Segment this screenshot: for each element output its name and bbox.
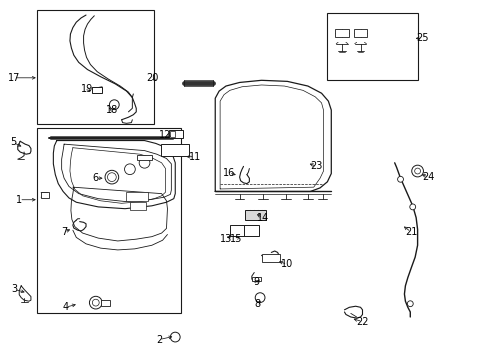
Ellipse shape (139, 157, 150, 168)
Bar (37, 128, 181, 313)
Bar (160, 144, 188, 156)
Text: 5: 5 (10, 138, 16, 147)
Bar (244, 225, 259, 235)
Bar (130, 202, 145, 211)
Text: 1: 1 (16, 195, 22, 205)
Bar (137, 155, 152, 160)
Text: 20: 20 (146, 73, 159, 83)
Text: 10: 10 (281, 259, 293, 269)
Bar (252, 277, 261, 281)
Bar (168, 130, 182, 138)
Ellipse shape (414, 168, 420, 174)
Ellipse shape (411, 165, 423, 177)
Text: 18: 18 (105, 105, 118, 115)
Text: 2: 2 (156, 334, 162, 345)
Text: 7: 7 (61, 227, 67, 237)
Text: 25: 25 (415, 33, 428, 43)
Text: 15: 15 (229, 234, 242, 244)
Text: 19: 19 (81, 84, 93, 94)
Ellipse shape (170, 332, 180, 342)
Ellipse shape (89, 296, 102, 309)
Ellipse shape (109, 100, 119, 109)
Bar (92, 87, 102, 93)
Ellipse shape (92, 299, 99, 306)
Bar (170, 131, 175, 136)
Ellipse shape (107, 173, 116, 181)
Text: 22: 22 (356, 317, 368, 327)
Text: 3: 3 (11, 284, 18, 294)
Bar (101, 300, 110, 306)
Bar (261, 254, 280, 262)
Text: 17: 17 (8, 73, 20, 83)
Bar (327, 13, 417, 80)
Bar (245, 210, 265, 220)
Text: 14: 14 (256, 213, 268, 222)
Text: 24: 24 (422, 172, 434, 182)
Ellipse shape (124, 164, 135, 175)
Bar (353, 30, 366, 37)
Text: 4: 4 (62, 302, 68, 312)
Bar (37, 10, 154, 125)
Ellipse shape (409, 204, 415, 210)
Bar (126, 192, 148, 201)
Text: 9: 9 (253, 277, 259, 287)
Text: 23: 23 (310, 161, 322, 171)
Bar (41, 192, 49, 198)
Text: 12: 12 (159, 130, 171, 140)
Text: 21: 21 (404, 227, 417, 237)
Ellipse shape (105, 170, 119, 184)
Text: 8: 8 (254, 299, 260, 309)
Ellipse shape (397, 176, 403, 182)
Text: 6: 6 (93, 173, 99, 183)
Bar (229, 225, 244, 235)
Bar (334, 30, 348, 37)
Text: 16: 16 (223, 168, 235, 178)
Text: 13: 13 (220, 234, 232, 244)
Ellipse shape (407, 301, 412, 307)
Text: 11: 11 (188, 152, 201, 162)
Ellipse shape (255, 293, 264, 302)
